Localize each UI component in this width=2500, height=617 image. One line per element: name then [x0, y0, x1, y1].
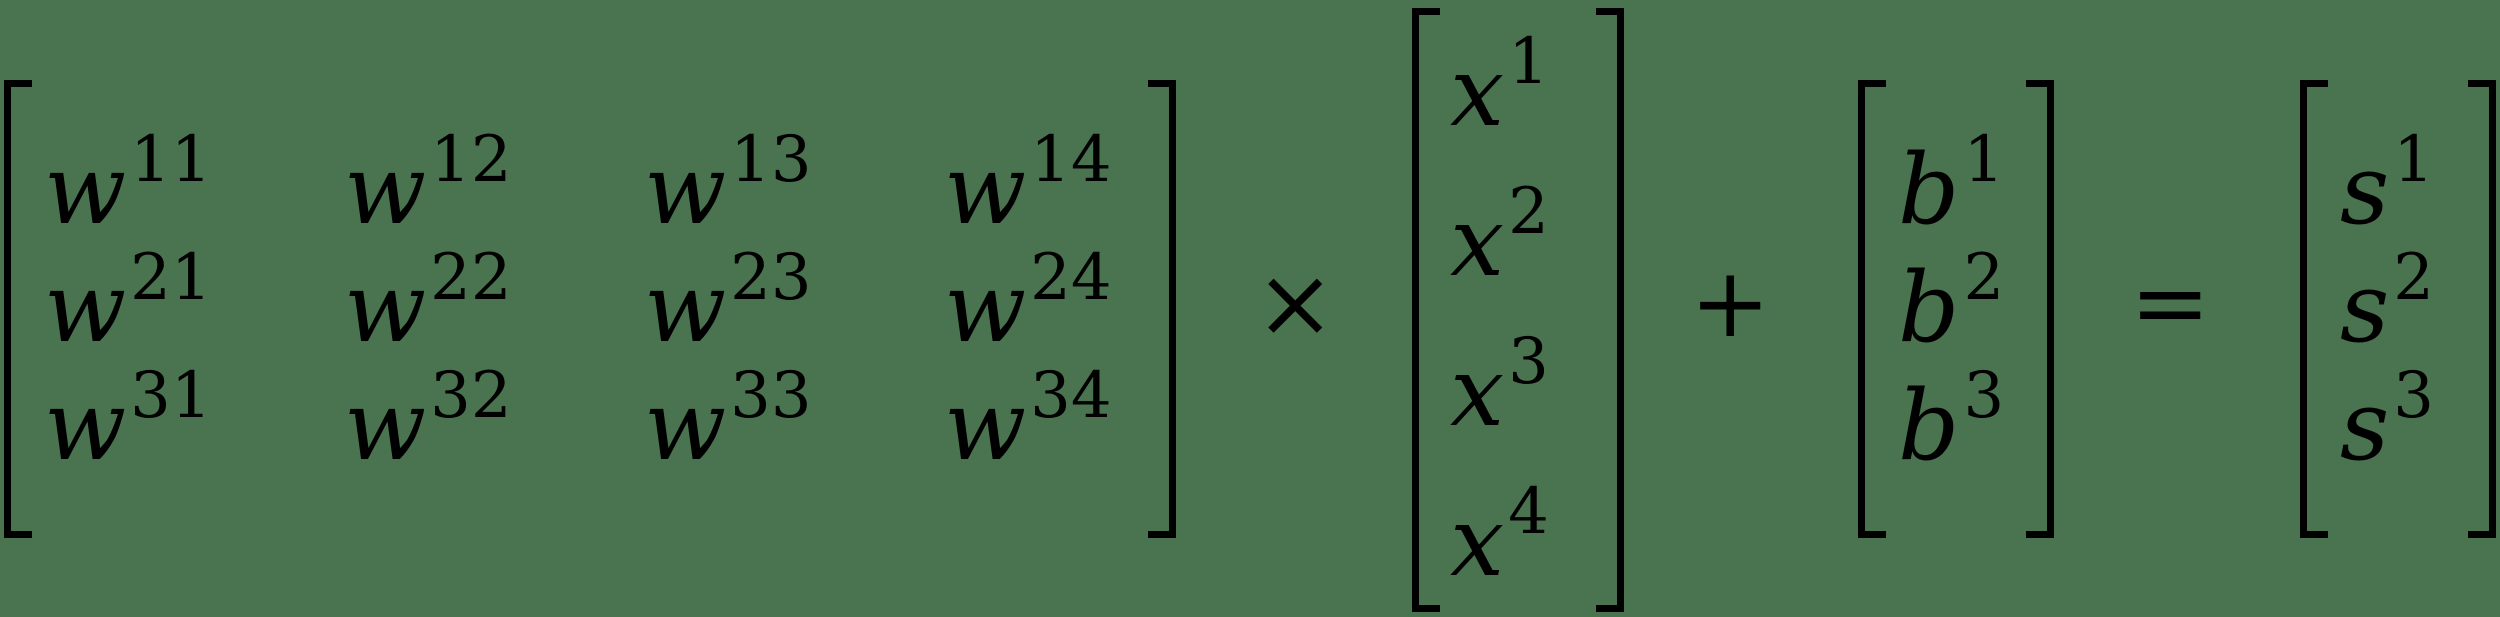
output-superscript: 3	[2393, 359, 2434, 433]
bias-entry: b1	[1898, 128, 2004, 246]
weight-superscript: 31	[130, 359, 212, 433]
weight-entry: w22	[344, 246, 512, 364]
weight-superscript: 33	[730, 359, 812, 433]
weight-right-bracket	[1148, 80, 1176, 538]
output-superscript: 1	[2393, 123, 2434, 197]
output-left-bracket	[2300, 80, 2328, 538]
weight-superscript: 23	[730, 241, 812, 315]
output-entry: s2	[2340, 246, 2434, 364]
weight-entry: w33	[644, 364, 812, 482]
weight-superscript: 12	[430, 123, 512, 197]
weight-superscript: 11	[130, 123, 212, 197]
bias-superscript: 2	[1963, 241, 2005, 315]
input-right-bracket	[1596, 8, 1624, 612]
input-superscript: 2	[1508, 175, 1549, 249]
weight-superscript: 13	[730, 123, 812, 197]
weight-entry: w11	[44, 128, 212, 246]
weight-entry: w24	[944, 246, 1112, 364]
input-symbol: x	[1450, 336, 1505, 448]
weight-superscript: 32	[430, 359, 512, 433]
weight-symbol: w	[344, 252, 427, 364]
weight-entry: w21	[44, 246, 212, 364]
output-symbol: s	[2340, 370, 2390, 482]
weight-symbol: w	[44, 370, 127, 482]
input-superscript: 3	[1508, 325, 1549, 399]
input-entry: x1	[1450, 30, 1549, 148]
input-entry: x3	[1450, 330, 1549, 448]
input-superscript: 1	[1508, 25, 1549, 99]
input-entry: x2	[1450, 180, 1549, 298]
input-symbol: x	[1450, 186, 1505, 298]
output-superscript: 2	[2393, 241, 2434, 315]
output-entry: s3	[2340, 364, 2434, 482]
weight-symbol: w	[44, 134, 127, 246]
bias-vector: b1 b2 b3	[1858, 80, 2054, 538]
weight-symbol: w	[644, 252, 727, 364]
bias-superscript: 3	[1963, 359, 2005, 433]
weight-superscript: 21	[130, 241, 212, 315]
weight-symbol: w	[944, 370, 1027, 482]
weight-entry: w34	[944, 364, 1112, 482]
input-left-bracket	[1412, 8, 1440, 612]
weight-symbol: w	[44, 252, 127, 364]
bias-entry: b3	[1898, 364, 2004, 482]
weight-superscript: 24	[1030, 241, 1112, 315]
plus-operator: +	[1690, 247, 1771, 359]
bias-right-bracket	[2026, 80, 2054, 538]
weight-matrix: w11 w12 w13 w14 w21 w22 w23 w24 w31 w32 w33 w34	[4, 80, 1176, 538]
weight-entry: w12	[344, 128, 512, 246]
weight-symbol: w	[344, 370, 427, 482]
bias-symbol: b	[1898, 252, 1960, 364]
input-superscript: 4	[1508, 475, 1549, 549]
output-symbol: s	[2340, 134, 2390, 246]
bias-superscript: 1	[1963, 123, 2005, 197]
input-symbol: x	[1450, 36, 1505, 148]
weight-entry: w31	[44, 364, 212, 482]
weight-symbol: w	[644, 134, 727, 246]
weight-symbol: w	[644, 370, 727, 482]
weight-superscript: 34	[1030, 359, 1112, 433]
weight-entry: w32	[344, 364, 512, 482]
weight-entry: w14	[944, 128, 1112, 246]
weight-symbol: w	[344, 134, 427, 246]
weight-left-bracket	[4, 80, 32, 538]
input-entry: x4	[1450, 480, 1549, 598]
weight-superscript: 22	[430, 241, 512, 315]
output-symbol: s	[2340, 252, 2390, 364]
weight-superscript: 14	[1030, 123, 1112, 197]
weight-entry: w23	[644, 246, 812, 364]
output-entry: s1	[2340, 128, 2434, 246]
equals-operator: =	[2130, 247, 2211, 359]
weight-entry: w13	[644, 128, 812, 246]
weight-symbol: w	[944, 134, 1027, 246]
bias-entry: b2	[1898, 246, 2004, 364]
input-symbol: x	[1450, 486, 1505, 598]
input-vector: x1 x2 x3 x4	[1412, 8, 1624, 612]
bias-symbol: b	[1898, 370, 1960, 482]
times-operator: ×	[1255, 247, 1336, 359]
output-right-bracket	[2468, 80, 2496, 538]
weight-symbol: w	[944, 252, 1027, 364]
output-vector: s1 s2 s3	[2300, 80, 2496, 538]
bias-symbol: b	[1898, 134, 1960, 246]
bias-left-bracket	[1858, 80, 1886, 538]
